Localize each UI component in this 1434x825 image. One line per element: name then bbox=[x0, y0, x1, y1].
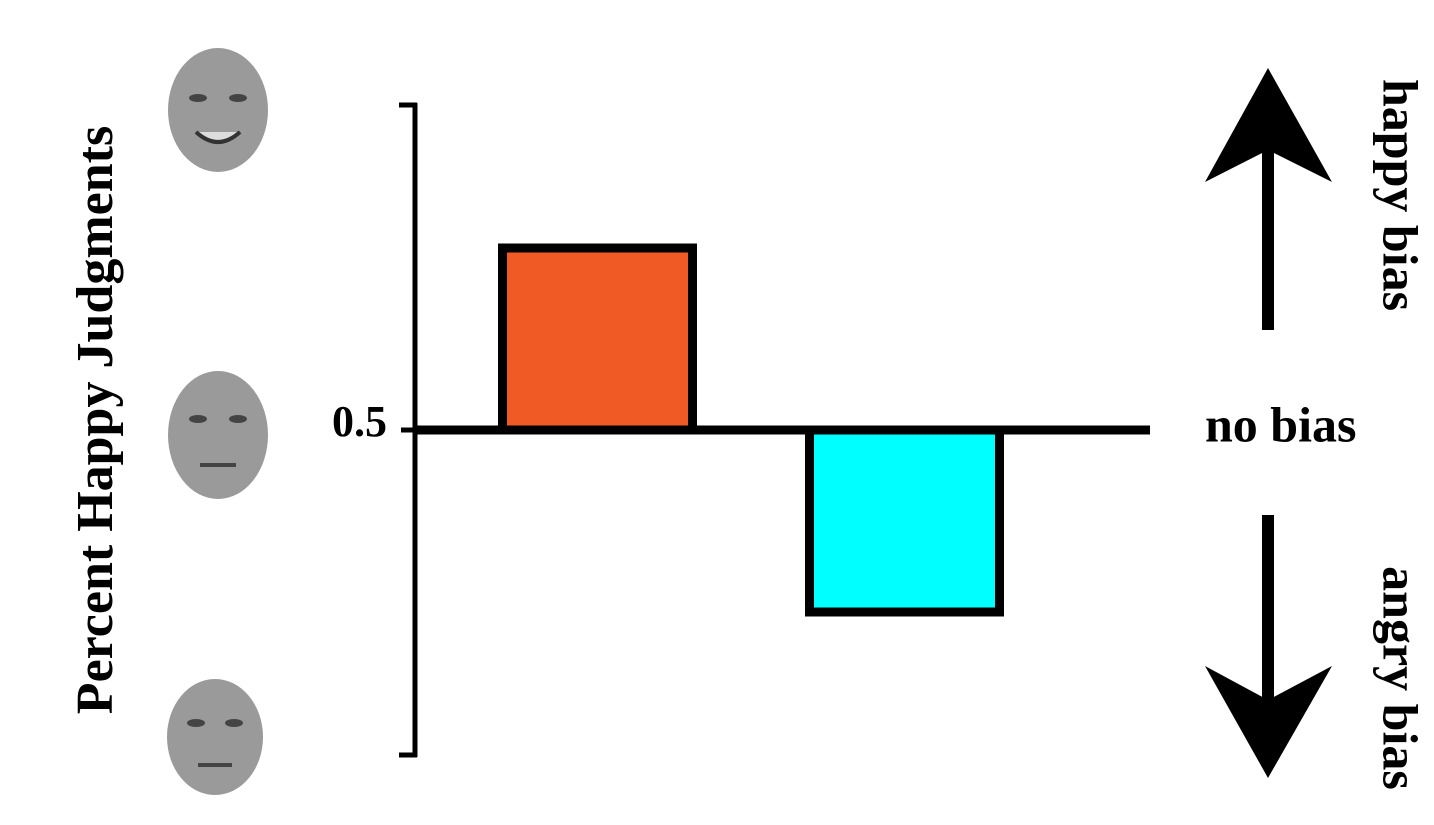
page: Percent Happy Judgments happy bias no bi… bbox=[0, 0, 1434, 825]
y-axis-label: Percent Happy Judgments bbox=[67, 126, 124, 714]
annotation: angry bias bbox=[1373, 566, 1429, 790]
y-tick-label: 0.5 bbox=[332, 397, 387, 446]
chart: Percent Happy Judgments happy bias no bi… bbox=[0, 0, 1434, 825]
bar bbox=[810, 430, 1000, 612]
face-neutral bbox=[168, 371, 268, 499]
bar bbox=[503, 248, 693, 430]
annotation: no bias bbox=[1205, 396, 1356, 452]
face-angry bbox=[167, 679, 263, 795]
face-icons bbox=[167, 48, 268, 795]
annotation: happy bias bbox=[1373, 79, 1429, 311]
face-happy bbox=[168, 48, 268, 172]
